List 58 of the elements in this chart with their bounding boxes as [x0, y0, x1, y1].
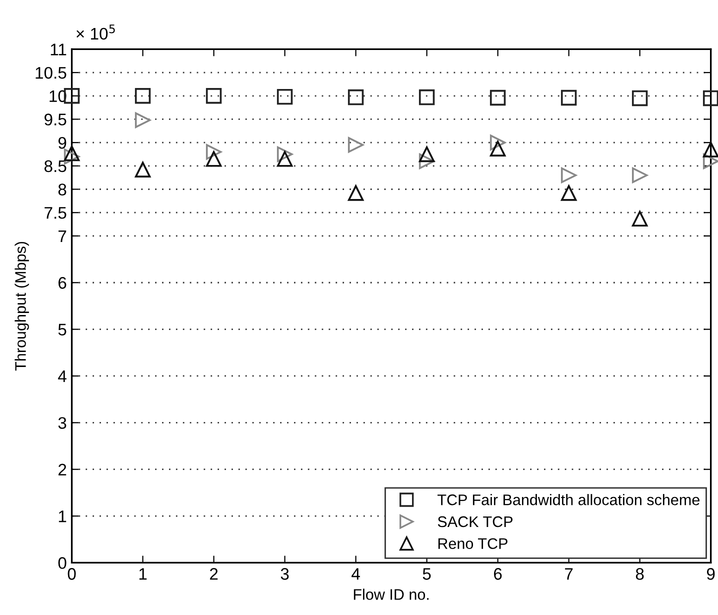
point	[348, 137, 364, 153]
y-tick-label: 0	[58, 557, 66, 569]
y-tick-label: 9.5	[44, 114, 66, 126]
point	[206, 151, 222, 167]
y-tick-label: 9	[58, 136, 66, 149]
x-tick-label: 4	[352, 568, 360, 580]
point	[276, 88, 293, 105]
point	[702, 153, 718, 170]
y-tick-label: 1	[58, 510, 66, 522]
y-tick-label: 11	[50, 44, 66, 56]
x-tick-label: 5	[422, 568, 431, 580]
legend-label: TCP Fair Bandwidth allocation scheme	[438, 494, 700, 506]
point	[134, 112, 151, 128]
y-axis-title: Throughput (Mbps)	[14, 242, 29, 371]
point	[276, 146, 293, 162]
point	[490, 134, 506, 150]
point	[702, 90, 718, 106]
point	[632, 210, 648, 227]
y-tick-label: 3	[58, 417, 66, 429]
text: × 10$^{5}$	[76, 24, 115, 40]
point	[206, 144, 222, 160]
y-tick-label: 5	[58, 324, 66, 336]
x-tick-label: 3	[280, 568, 289, 580]
point	[276, 151, 293, 167]
point	[418, 89, 435, 106]
y-tick-label: 6	[58, 277, 66, 289]
point	[702, 142, 718, 158]
point	[206, 88, 222, 104]
x-tick-label: 8	[636, 568, 644, 580]
x-tick-label: 1	[139, 568, 147, 580]
point	[632, 90, 648, 106]
point	[418, 153, 435, 170]
point	[348, 185, 364, 201]
y-tick-label: 8.5	[44, 160, 66, 172]
x-tick-label: 7	[565, 568, 573, 580]
point	[490, 90, 506, 106]
point	[560, 90, 577, 106]
point	[348, 89, 364, 106]
x-tick-label: 6	[494, 568, 502, 580]
point	[560, 185, 577, 201]
point	[632, 167, 648, 184]
y-tick-label: 10.5	[36, 66, 66, 79]
point	[134, 88, 151, 104]
x-tick-label: 9	[706, 568, 715, 580]
point	[418, 146, 435, 162]
legend-label: Reno TCP	[438, 538, 508, 550]
point	[560, 167, 577, 184]
y-tick-label: 7	[58, 230, 66, 242]
y-tick-label: 8	[58, 184, 66, 196]
x-tick-label: 0	[68, 568, 76, 580]
x-tick-label: 2	[210, 568, 218, 580]
point	[490, 140, 506, 156]
legend-label: SACK TCP	[438, 516, 512, 528]
point	[134, 162, 151, 178]
x-axis-title: Flow ID no.	[354, 588, 429, 600]
y-tick-label: 7.5	[44, 207, 66, 219]
y-tick-label: 4	[58, 370, 66, 382]
y-tick-label: 2	[58, 464, 66, 476]
